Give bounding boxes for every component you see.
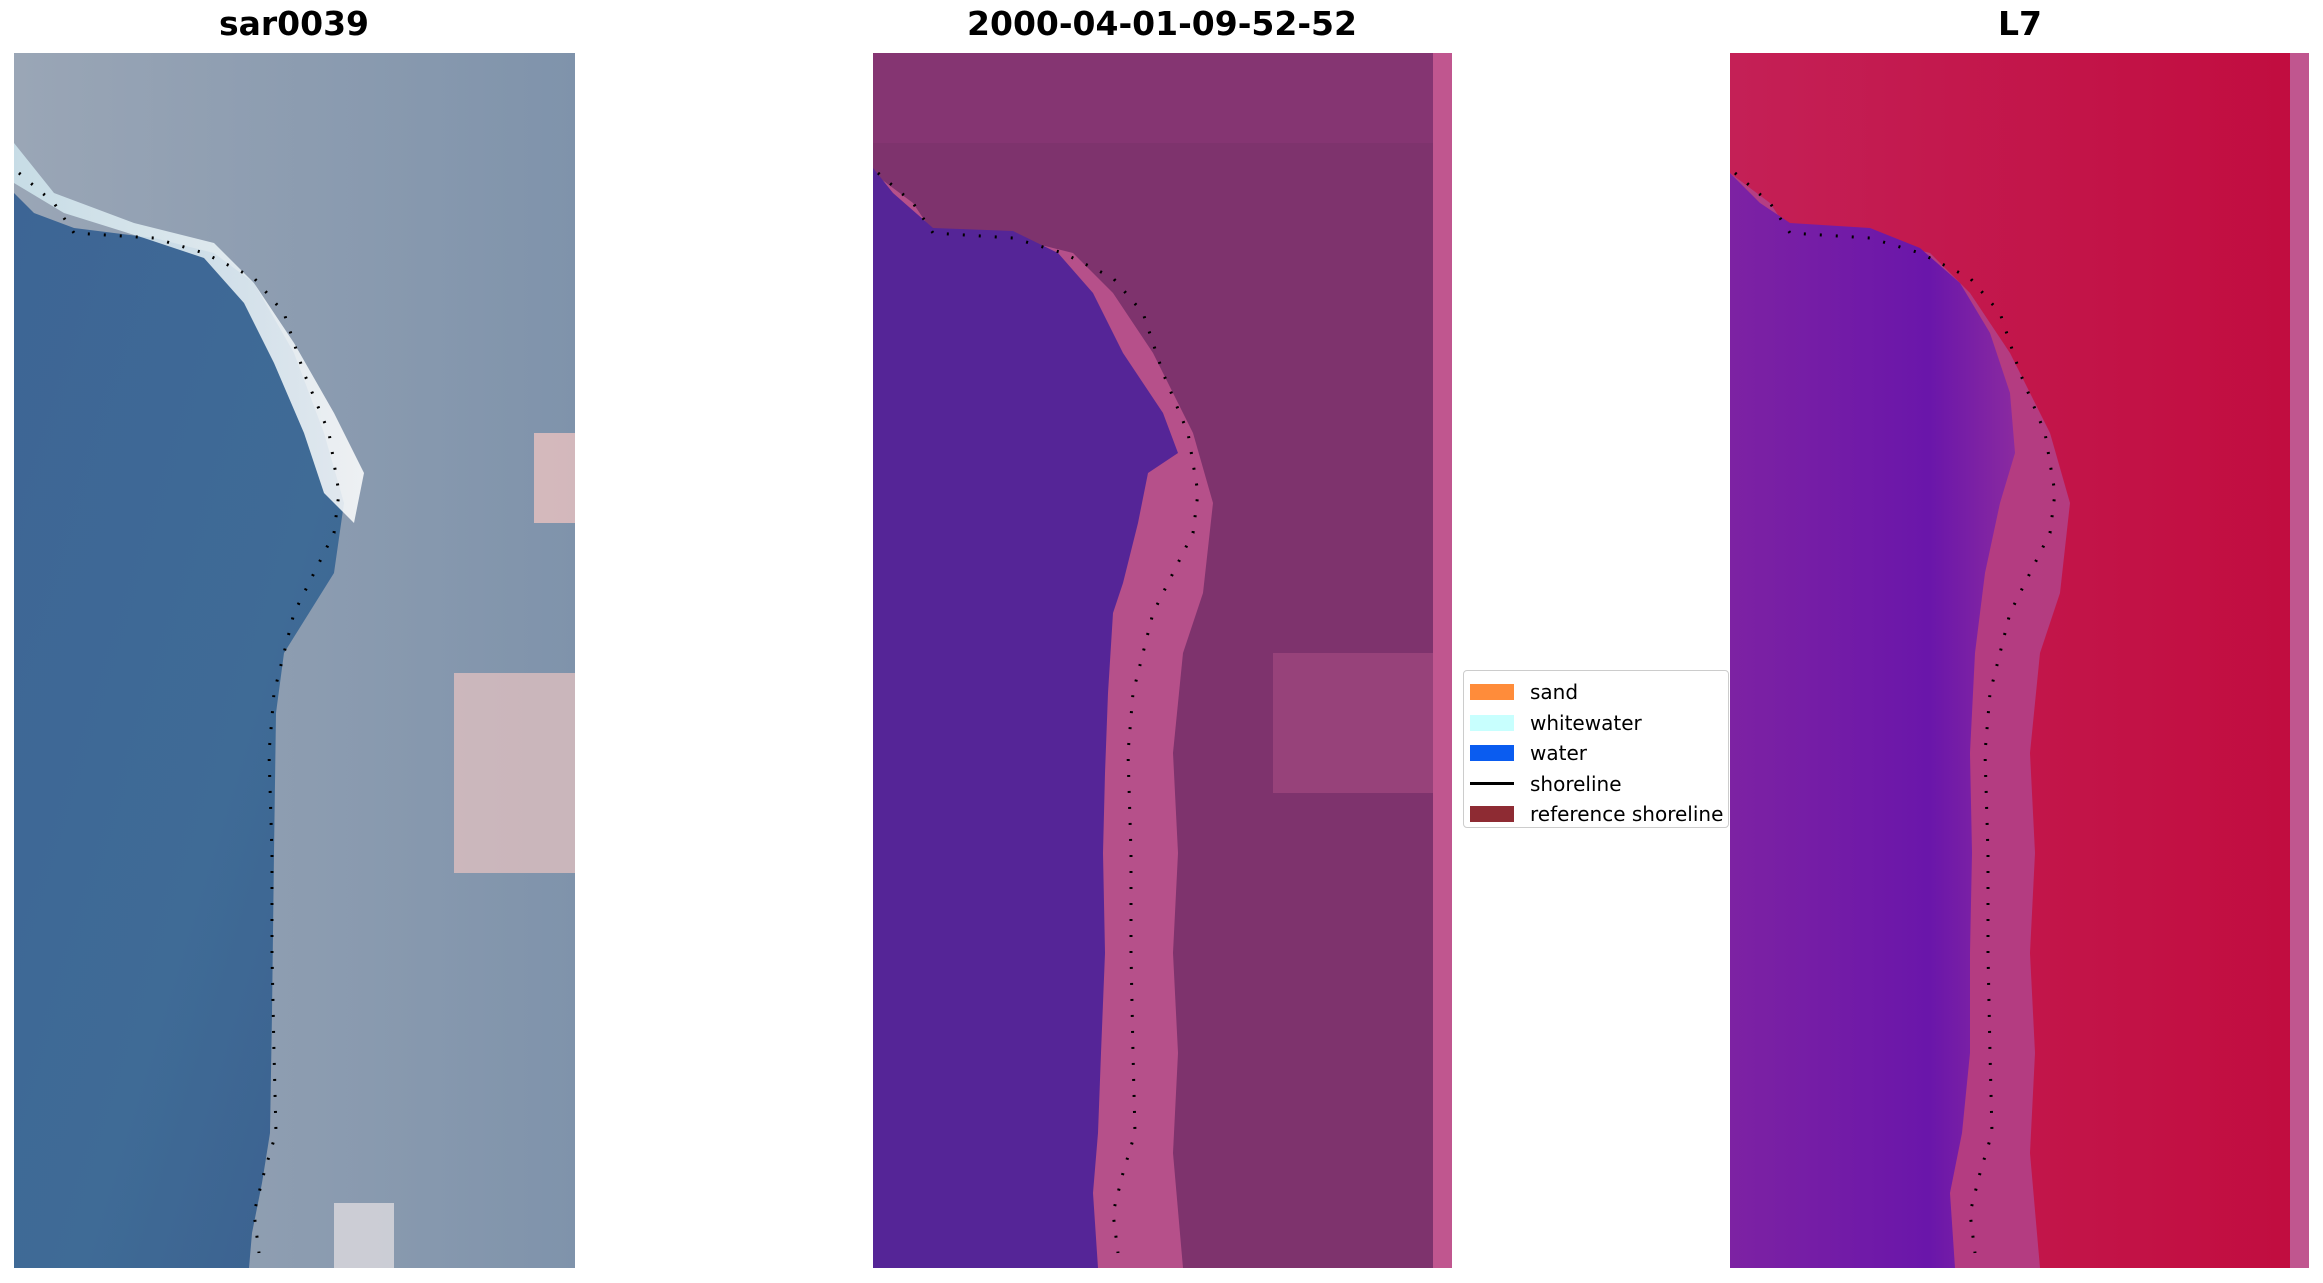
legend-label: shoreline bbox=[1530, 771, 1622, 796]
legend-item-water: water bbox=[1470, 738, 1728, 769]
shoreline-line-swatch bbox=[1470, 782, 1514, 786]
legend-item-whitewater: whitewater bbox=[1470, 708, 1728, 739]
mndwi-water-region bbox=[1730, 173, 2015, 1268]
whitewater-swatch bbox=[1470, 714, 1514, 731]
panel-title-mndwi: L7 bbox=[1998, 4, 2042, 43]
mndwi-image bbox=[1730, 53, 2309, 1268]
classified-shoreline bbox=[877, 171, 1200, 1254]
classified-image bbox=[873, 53, 1452, 1268]
mndwi-shoreline bbox=[1734, 171, 2057, 1254]
legend: sand whitewater water shoreline referenc… bbox=[1463, 670, 1729, 828]
legend-label: reference shoreline bbox=[1530, 802, 1724, 827]
legend-label: sand bbox=[1530, 680, 1579, 705]
legend-label: whitewater bbox=[1530, 710, 1642, 735]
rgb-shoreline bbox=[18, 171, 341, 1254]
water-swatch bbox=[1470, 745, 1514, 762]
classified-water-region bbox=[873, 168, 1178, 1268]
rgb-water-region bbox=[14, 193, 344, 1268]
panel-title-classified: 2000-04-01-09-52-52 bbox=[967, 4, 1357, 43]
rgb-whitewater-band bbox=[14, 143, 364, 523]
legend-item-shoreline: shoreline bbox=[1470, 769, 1728, 800]
rgb-satellite-image bbox=[14, 53, 575, 1268]
sand-swatch bbox=[1470, 684, 1514, 701]
legend-item-reference-shoreline: reference shoreline bbox=[1470, 799, 1728, 830]
legend-item-sand: sand bbox=[1470, 677, 1728, 708]
panel-title-rgb: sar0039 bbox=[218, 4, 370, 43]
legend-label: water bbox=[1530, 741, 1587, 766]
reference-shoreline-swatch bbox=[1470, 806, 1514, 823]
